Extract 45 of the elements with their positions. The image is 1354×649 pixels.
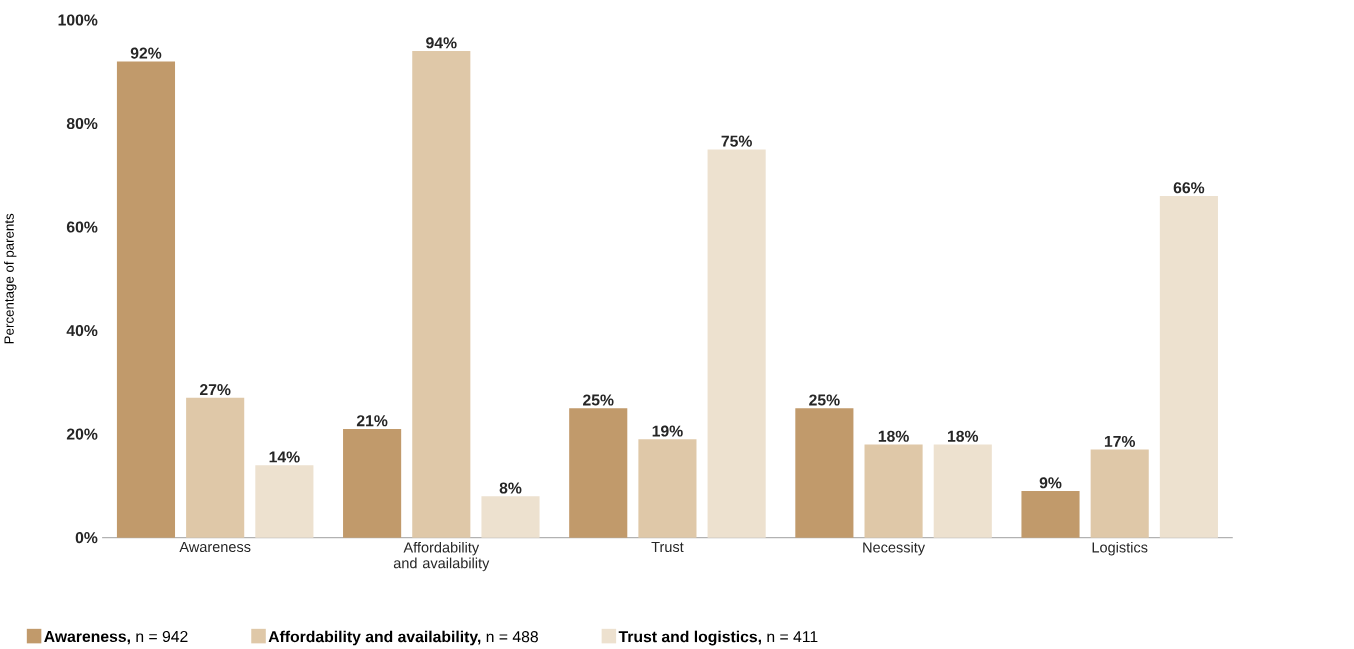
data-label: 18% — [878, 430, 909, 442]
x-tick-label: Logistics — [1092, 542, 1148, 556]
bar — [933, 444, 992, 538]
bar — [1021, 491, 1080, 538]
x-tick-label: Affordability and availability — [393, 542, 490, 572]
legend-label: Awareness, n = 942 — [44, 631, 188, 645]
bar — [864, 444, 923, 538]
bar — [795, 408, 854, 538]
y-tick-label: 20% — [66, 428, 98, 440]
bar — [481, 496, 540, 538]
data-label: 94% — [426, 37, 457, 49]
data-label: 21% — [356, 415, 388, 427]
x-tick-label: Trust — [651, 542, 684, 553]
x-tick-label: Necessity — [863, 542, 926, 556]
bar — [186, 397, 245, 538]
data-label: 17% — [1104, 436, 1136, 448]
y-tick-label: 100% — [58, 14, 98, 26]
legend-label: Affordability and availability, n = 488 — [268, 630, 538, 646]
data-label: 14% — [269, 451, 300, 463]
bar — [707, 149, 766, 538]
bar — [412, 51, 471, 538]
y-tick-label: 0% — [75, 532, 98, 544]
bar — [255, 465, 314, 538]
y-axis-title: Percentage of parents — [4, 213, 17, 344]
bar — [1159, 196, 1218, 538]
bar — [116, 61, 176, 538]
data-label: 27% — [199, 384, 231, 396]
data-label: 19% — [652, 425, 683, 437]
bar — [569, 408, 628, 538]
data-label: 92% — [130, 47, 162, 59]
y-tick-label: 60% — [66, 221, 98, 233]
y-tick-label: 40% — [66, 325, 98, 337]
y-tick-label: 80% — [66, 118, 98, 130]
data-label: 18% — [947, 430, 979, 442]
data-label: 75% — [721, 135, 752, 147]
bar — [1090, 449, 1149, 538]
bar — [638, 439, 697, 538]
data-label: 25% — [583, 394, 614, 406]
data-label: 25% — [809, 394, 840, 406]
data-label: 8% — [499, 482, 522, 494]
legend-label: Trust and logistics, n = 411 — [618, 630, 818, 646]
data-label: 9% — [1039, 477, 1062, 489]
x-tick-label: Awareness — [179, 542, 251, 553]
bar — [343, 429, 402, 538]
data-label: 66% — [1173, 182, 1205, 194]
